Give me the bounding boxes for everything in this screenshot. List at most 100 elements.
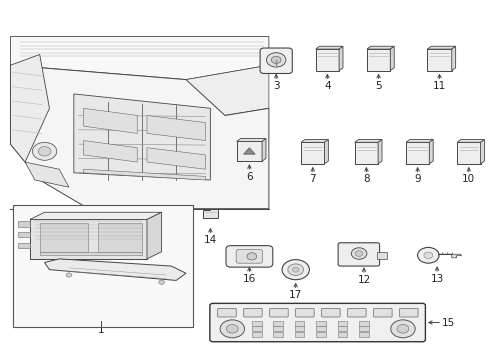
Text: 16: 16 (242, 274, 256, 284)
Polygon shape (185, 65, 268, 116)
Polygon shape (243, 148, 255, 154)
Polygon shape (74, 94, 210, 180)
Polygon shape (324, 139, 328, 164)
FancyBboxPatch shape (209, 303, 425, 342)
Bar (98, 223, 142, 252)
Polygon shape (451, 46, 455, 71)
FancyBboxPatch shape (321, 309, 340, 317)
Bar (273, 326, 283, 331)
Polygon shape (301, 142, 324, 164)
Polygon shape (147, 212, 161, 259)
Polygon shape (366, 49, 389, 71)
FancyBboxPatch shape (236, 249, 262, 263)
Polygon shape (236, 139, 265, 141)
Circle shape (390, 320, 414, 338)
Polygon shape (354, 142, 377, 164)
Circle shape (417, 247, 438, 263)
Polygon shape (427, 49, 451, 71)
Circle shape (282, 260, 309, 280)
Polygon shape (480, 139, 484, 164)
Polygon shape (147, 116, 205, 140)
Polygon shape (437, 254, 461, 258)
Polygon shape (25, 162, 69, 187)
Polygon shape (427, 46, 455, 49)
Text: 1: 1 (97, 325, 104, 335)
FancyBboxPatch shape (260, 48, 292, 73)
Bar (337, 332, 346, 337)
Polygon shape (301, 139, 328, 142)
Circle shape (354, 251, 362, 256)
Bar (18, 232, 30, 237)
FancyBboxPatch shape (243, 309, 262, 317)
Circle shape (220, 320, 244, 338)
Polygon shape (83, 140, 137, 162)
Polygon shape (315, 46, 342, 49)
Polygon shape (30, 212, 161, 220)
Circle shape (423, 252, 432, 258)
Circle shape (292, 267, 299, 272)
Polygon shape (315, 49, 338, 71)
Bar (316, 326, 325, 331)
Bar (13, 205, 193, 327)
Polygon shape (428, 139, 432, 164)
Bar (251, 332, 261, 337)
Polygon shape (30, 220, 147, 259)
Circle shape (66, 273, 72, 277)
Bar (40, 252, 142, 255)
Bar (316, 320, 325, 325)
Polygon shape (338, 46, 342, 71)
Bar (294, 326, 304, 331)
Bar (316, 332, 325, 337)
FancyBboxPatch shape (217, 309, 236, 317)
Polygon shape (456, 142, 480, 164)
Polygon shape (44, 259, 185, 280)
Bar (358, 320, 368, 325)
Circle shape (350, 248, 366, 259)
Polygon shape (405, 139, 432, 142)
Polygon shape (354, 139, 381, 142)
FancyBboxPatch shape (347, 309, 366, 317)
FancyBboxPatch shape (399, 309, 417, 317)
Circle shape (396, 324, 408, 333)
Bar (18, 221, 30, 226)
Circle shape (158, 280, 164, 284)
Bar (337, 320, 346, 325)
Polygon shape (377, 139, 381, 164)
Polygon shape (405, 142, 428, 164)
Polygon shape (262, 139, 265, 161)
Bar (273, 332, 283, 337)
Polygon shape (10, 37, 268, 80)
Bar (337, 326, 346, 331)
Text: 10: 10 (461, 174, 474, 184)
Text: 9: 9 (413, 174, 420, 184)
Polygon shape (147, 148, 205, 169)
Text: 12: 12 (357, 275, 370, 285)
Bar (18, 243, 30, 248)
Text: 6: 6 (245, 172, 252, 181)
Text: 17: 17 (288, 290, 302, 300)
Bar (251, 320, 261, 325)
Text: 5: 5 (374, 81, 381, 91)
Polygon shape (10, 65, 268, 209)
Text: 15: 15 (441, 318, 454, 328)
Bar (358, 332, 368, 337)
Bar (273, 320, 283, 325)
Polygon shape (83, 108, 137, 134)
Circle shape (38, 147, 51, 156)
Bar (358, 326, 368, 331)
Text: 8: 8 (363, 174, 369, 184)
Polygon shape (389, 46, 393, 71)
FancyBboxPatch shape (373, 309, 391, 317)
Bar (294, 320, 304, 325)
Text: 3: 3 (272, 81, 279, 91)
Circle shape (266, 53, 285, 67)
Text: 4: 4 (324, 81, 330, 91)
Polygon shape (366, 46, 393, 49)
Circle shape (226, 324, 238, 333)
Circle shape (32, 142, 57, 160)
Polygon shape (203, 209, 217, 218)
Bar (40, 223, 88, 252)
FancyBboxPatch shape (269, 309, 287, 317)
FancyBboxPatch shape (225, 246, 272, 267)
Polygon shape (10, 54, 49, 162)
